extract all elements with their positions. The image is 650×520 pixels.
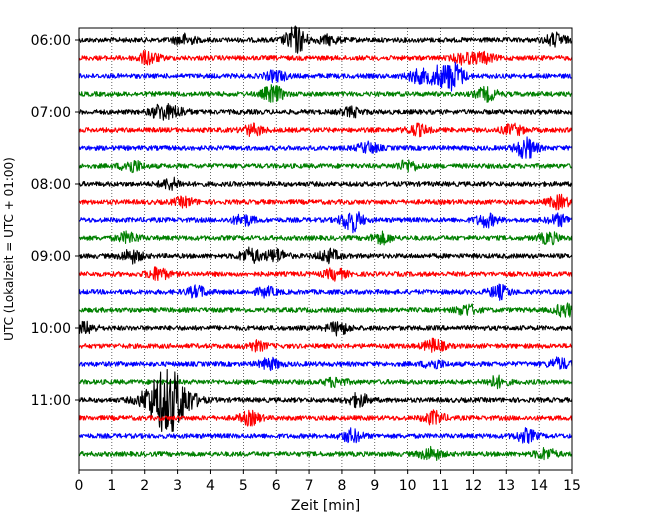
x-tick-label-8: 8 — [337, 478, 346, 494]
trace-0745 — [78, 159, 573, 174]
trace-1045 — [78, 374, 573, 390]
x-tick-label-2: 2 — [140, 478, 149, 494]
x-axis-label: Zeit [min] — [291, 498, 360, 514]
trace-0700 — [78, 103, 573, 121]
x-tick-label-14: 14 — [530, 478, 548, 494]
trace-group — [78, 25, 573, 462]
trace-0915 — [78, 266, 573, 282]
x-tick-label-3: 3 — [173, 478, 182, 494]
plot-frame — [78, 27, 573, 471]
y-tick-label-3: 09:00 — [31, 249, 71, 265]
trace-0945 — [78, 302, 573, 318]
x-tick-label-15: 15 — [563, 478, 581, 494]
trace-0815 — [78, 193, 573, 211]
trace-0600 — [78, 25, 573, 54]
trace-1115 — [78, 409, 573, 427]
trace-0615 — [78, 49, 573, 66]
x-tick-label-7: 7 — [305, 478, 314, 494]
y-axis-label: UTC (Lokalzeit = UTC + 01:00) — [2, 157, 16, 341]
x-tick-label-6: 6 — [272, 478, 281, 494]
x-tick-label-1: 1 — [107, 478, 116, 494]
y-axis-ticks: 06:00 07:00 08:00 09:00 10:00 11:00 — [31, 33, 79, 409]
trace-1000 — [78, 320, 573, 337]
trace-0900 — [78, 246, 573, 265]
x-tick-label-12: 12 — [464, 478, 482, 494]
trace-0715 — [78, 122, 573, 138]
y-tick-label-4: 10:00 — [31, 321, 71, 337]
x-tick-label-13: 13 — [497, 478, 515, 494]
trace-0730 — [78, 136, 573, 160]
trace-0930 — [78, 283, 573, 301]
trace-1030 — [78, 356, 573, 372]
trace-1100 — [78, 368, 573, 433]
x-tick-label-11: 11 — [432, 478, 450, 494]
x-tick-label-9: 9 — [370, 478, 379, 494]
trace-0630 — [78, 61, 573, 92]
trace-1015 — [78, 337, 573, 353]
x-axis-ticks: 0 1 2 3 4 5 6 7 8 9 10 11 12 13 14 15 — [75, 470, 581, 494]
trace-1130 — [78, 427, 573, 444]
y-tick-label-1: 07:00 — [31, 105, 71, 121]
x-tick-label-10: 10 — [399, 478, 417, 494]
y-tick-label-2: 08:00 — [31, 177, 71, 193]
y-tick-label-5: 11:00 — [31, 393, 71, 409]
trace-1145 — [78, 445, 573, 462]
x-tick-label-4: 4 — [206, 478, 215, 494]
trace-0830 — [78, 211, 573, 234]
trace-0800 — [78, 176, 573, 191]
x-tick-label-0: 0 — [75, 478, 84, 494]
trace-0845 — [78, 230, 573, 246]
y-tick-label-0: 06:00 — [31, 33, 71, 49]
trace-0645 — [78, 84, 573, 103]
x-tick-label-5: 5 — [239, 478, 248, 494]
